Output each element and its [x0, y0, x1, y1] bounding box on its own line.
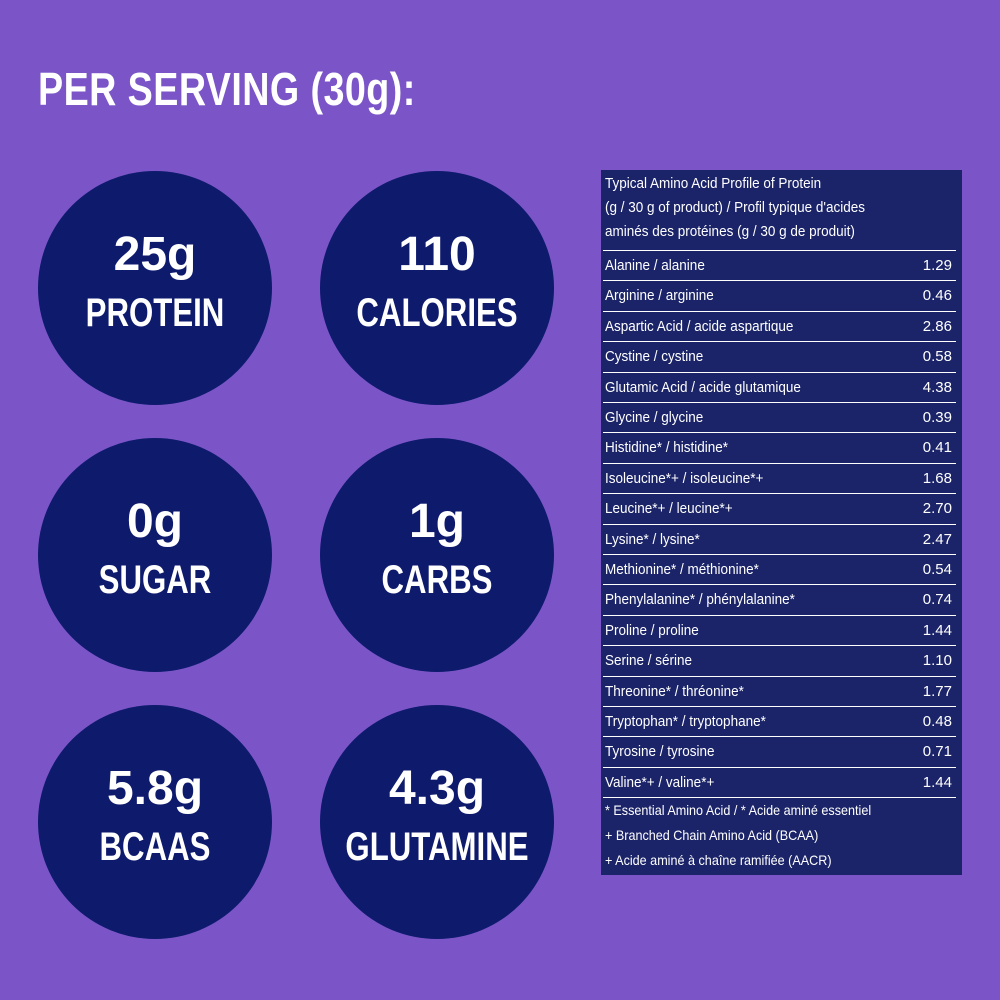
amino-name: Lysine* / lysine*	[605, 530, 700, 548]
table-row: Tryptophan* / tryptophane* 0.48	[603, 706, 956, 737]
table-row: Aspartic Acid / acide aspartique 2.86	[603, 310, 956, 342]
footnote: + Acide aminé à chaîne ramifiée (AACR)	[605, 852, 832, 869]
table-row: Arginine / arginine 0.46	[603, 280, 956, 311]
amino-name: Serine / sérine	[605, 652, 693, 670]
table-row: Cystine / cystine 0.58	[603, 341, 956, 372]
amino-name: Arginine / arginine	[605, 287, 714, 305]
amino-value: 0.41	[922, 439, 952, 457]
table-row: Isoleucine*+ / isoleucine*+ 1.68	[603, 462, 956, 494]
stat-label: CALORIES	[356, 291, 518, 335]
amino-value: 0.54	[922, 561, 952, 578]
amino-value: 0.46	[922, 287, 952, 305]
footnote: + Branched Chain Amino Acid (BCAA)	[605, 827, 819, 844]
stat-label: SUGAR	[98, 558, 212, 602]
amino-name: Threonine* / thréonine*	[605, 682, 744, 700]
table-row: Phenylalanine* / phénylalanine* 0.74	[603, 584, 956, 615]
table-header: (g / 30 g of product) / Profil typique d…	[605, 199, 865, 216]
table-header: aminés des protéines (g / 30 g de produi…	[605, 223, 855, 240]
stat-value: 4.3g	[388, 762, 486, 815]
stat-value: 0g	[126, 495, 183, 548]
table-row	[603, 797, 956, 799]
amino-value: 1.44	[922, 773, 952, 791]
amino-name: Histidine* / histidine*	[605, 439, 729, 457]
table-row: Tyrosine / tyrosine 0.71	[603, 736, 956, 767]
amino-value: 0.39	[922, 409, 952, 426]
stat-label: BCAAS	[99, 825, 211, 869]
amino-name: Isoleucine*+ / isoleucine*+	[605, 469, 764, 487]
stat-label: GLUTAMINE	[345, 825, 529, 869]
stat-label: PROTEIN	[85, 291, 225, 335]
stat-value: 5.8g	[106, 762, 204, 815]
amino-value: 2.86	[922, 317, 952, 335]
stat-circle: 1g CARBS	[320, 438, 554, 672]
stat-circle: 4.3g GLUTAMINE	[320, 705, 554, 939]
table-row: Proline / proline 1.44	[603, 614, 956, 646]
amino-value: 1.68	[922, 469, 952, 487]
table-row: Serine / sérine 1.10	[603, 645, 956, 676]
amino-name: Cystine / cystine	[605, 348, 704, 366]
amino-name: Tryptophan* / tryptophane*	[605, 713, 766, 730]
amino-value: 4.38	[922, 378, 952, 396]
amino-value: 2.47	[922, 530, 952, 548]
amino-value: 0.58	[922, 348, 952, 366]
table-row: Glutamic Acid / acide glutamique 4.38	[603, 371, 956, 403]
stat-value: 25g	[113, 228, 197, 281]
amino-value: 0.48	[922, 713, 952, 730]
table-row: Methionine* / méthionine* 0.54	[603, 554, 956, 585]
amino-name: Leucine*+ / leucine*+	[605, 500, 733, 518]
table-row: Leucine*+ / leucine*+ 2.70	[603, 493, 956, 524]
stat-value: 1g	[408, 495, 465, 548]
amino-value: 1.44	[922, 621, 952, 639]
stat-circle: 25g PROTEIN	[38, 171, 272, 405]
footnote: * Essential Amino Acid / * Acide aminé e…	[605, 802, 872, 819]
table-row: Histidine* / histidine* 0.41	[603, 432, 956, 463]
amino-value: 2.70	[922, 500, 952, 518]
amino-name: Alanine / alanine	[605, 257, 705, 274]
amino-value: 0.74	[922, 591, 952, 609]
stat-circle: 110 CALORIES	[320, 171, 554, 405]
table-row: Lysine* / lysine* 2.47	[603, 523, 956, 555]
amino-name: Methionine* / méthionine*	[605, 561, 759, 578]
table-row: Alanine / alanine 1.29	[603, 250, 956, 281]
amino-value: 1.77	[922, 682, 952, 700]
stat-value: 110	[398, 228, 476, 281]
amino-name: Tyrosine / tyrosine	[605, 743, 715, 761]
amino-name: Glutamic Acid / acide glutamique	[605, 378, 801, 396]
amino-table: Typical Amino Acid Profile of Protein (g …	[601, 170, 962, 875]
amino-value: 0.71	[922, 743, 952, 761]
table-row: Valine*+ / valine*+ 1.44	[603, 766, 956, 798]
amino-name: Valine*+ / valine*+	[605, 773, 715, 791]
amino-value: 1.10	[922, 652, 952, 670]
amino-name: Aspartic Acid / acide aspartique	[605, 317, 794, 335]
amino-value: 1.29	[922, 257, 952, 274]
stat-label: CARBS	[381, 558, 493, 602]
table-header: Typical Amino Acid Profile of Protein	[605, 175, 822, 192]
title: PER SERVING (30g):	[38, 63, 416, 115]
amino-name: Proline / proline	[605, 621, 699, 639]
amino-name: Phenylalanine* / phénylalanine*	[605, 591, 795, 609]
stat-circle: 5.8g BCAAS	[38, 705, 272, 939]
stat-circle: 0g SUGAR	[38, 438, 272, 672]
table-row: Glycine / glycine 0.39	[603, 402, 956, 433]
table-row: Threonine* / thréonine* 1.77	[603, 675, 956, 707]
amino-name: Glycine / glycine	[605, 409, 704, 426]
